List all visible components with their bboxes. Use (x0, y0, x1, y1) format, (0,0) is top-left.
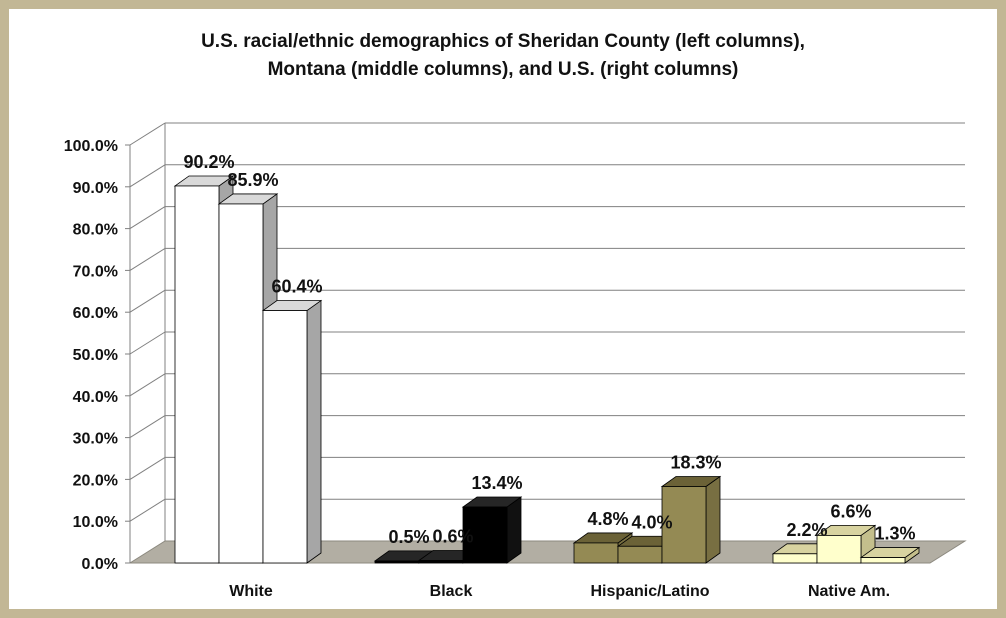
bar-face (374, 560, 420, 564)
data-label: 90.2% (183, 152, 234, 172)
data-label: 85.9% (227, 170, 278, 190)
y-tick-label: 30.0% (73, 431, 118, 448)
y-tick-label: 80.0% (73, 222, 118, 239)
bar-face (573, 542, 619, 564)
x-tick-label: Black (430, 583, 473, 600)
y-tick-label: 40.0% (73, 389, 118, 406)
bar-face (617, 545, 663, 564)
y-tick-label: 90.0% (73, 180, 118, 197)
data-label: 4.8% (587, 509, 628, 529)
data-label: 4.0% (631, 512, 672, 532)
y-tick-label: 50.0% (73, 347, 118, 364)
gridline-side (129, 331, 166, 355)
data-label: 18.3% (670, 453, 721, 473)
data-label: 1.3% (874, 524, 915, 544)
gridline-side (129, 247, 166, 271)
bar-face (816, 535, 862, 564)
bar-face (418, 560, 464, 564)
chart-title-line-1: U.S. racial/ethnic demographics of Sheri… (201, 31, 805, 52)
x-axis: White Black Hispanic/Latino Native Am. (229, 583, 890, 600)
gridline-side (129, 206, 166, 230)
bar-face (462, 506, 508, 564)
bar (461, 496, 523, 564)
bar (859, 546, 921, 564)
bar-face (262, 310, 308, 564)
y-tick-label: 0.0% (82, 556, 118, 573)
y-axis: 0.0% 10.0% 20.0% 30.0% 40.0% 50.0% 60.0% 70.0% 8… (64, 138, 131, 573)
gridline-side (129, 456, 166, 480)
bar-side (506, 496, 522, 564)
data-label: 2.2% (786, 520, 827, 540)
chart-title: U.S. racial/ethnic demographics of Sheri… (0, 28, 1006, 84)
x-tick-label: Hispanic/Latino (590, 583, 709, 600)
bar-face (661, 486, 707, 564)
gridline-side (129, 122, 166, 146)
y-tick-label: 100.0% (64, 138, 118, 155)
gridline-side (129, 164, 166, 188)
data-labels: 90.2%85.9% 60.4% 0.5% 0.6% 13.4% 4.8% 4.0% 18.3… (183, 152, 915, 547)
bar (660, 475, 722, 564)
bar-side (705, 475, 721, 564)
gridline-side (129, 498, 166, 522)
bar-face (860, 557, 906, 564)
bar (217, 193, 279, 564)
x-tick-label: White (229, 583, 273, 600)
bars (173, 175, 921, 564)
data-label: 0.5% (388, 527, 429, 547)
chart-title-line-2: Montana (middle columns), and U.S. (righ… (267, 59, 739, 80)
y-tick-label: 60.0% (73, 305, 118, 322)
bar-face (174, 185, 220, 564)
bar (261, 299, 323, 564)
data-label: 60.4% (271, 277, 322, 297)
bar-face (772, 553, 818, 564)
gridline-side (129, 415, 166, 439)
data-label: 0.6% (432, 526, 473, 546)
x-tick-label: Native Am. (808, 583, 890, 600)
data-label: 6.6% (830, 501, 871, 521)
gridline-side (129, 289, 166, 313)
y-tick-label: 10.0% (73, 514, 118, 531)
bar-face (218, 203, 264, 564)
y-tick-label: 20.0% (73, 472, 118, 489)
bar-side (306, 299, 322, 564)
y-tick-label: 70.0% (73, 263, 118, 280)
data-label: 13.4% (471, 473, 522, 493)
gridline-side (129, 373, 166, 397)
